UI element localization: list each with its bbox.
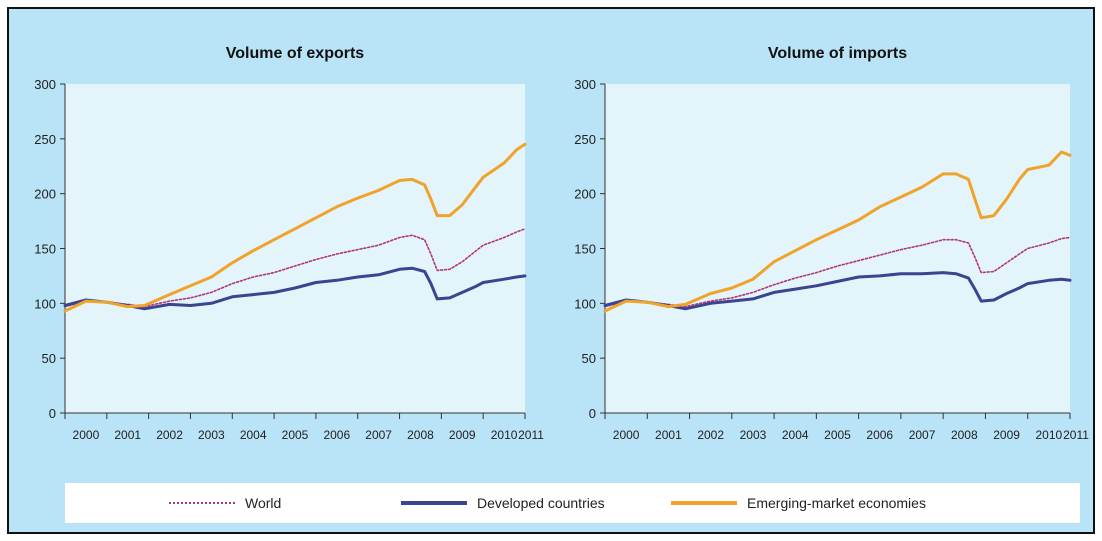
x-tick-label-imports-2003: 2003 [740,428,767,442]
x-tick-label-imports-2008: 2008 [951,428,978,442]
x-tick-label-exports-2008: 2008 [407,428,434,442]
x-tick-label-exports-2004: 2004 [240,428,267,442]
x-tick-label-imports-2006: 2006 [866,428,893,442]
legend-item-developed: Developed countries [401,495,605,511]
chart-title-exports: Volume of exports [226,45,364,62]
plot-area-imports [605,84,1070,413]
x-tick-label-imports-2007: 2007 [909,428,936,442]
x-tick-label-exports-2009: 2009 [449,428,476,442]
y-tick-label-exports-300: 300 [34,77,56,92]
x-tick-label-exports-2006: 2006 [323,428,350,442]
x-tick-label-imports-2009: 2009 [993,428,1020,442]
legend-item-world: World [169,495,281,511]
series-line-emerging-exports [63,142,527,313]
legend-label-emerging: Emerging-market economies [747,495,926,511]
series-line-world-imports [604,236,1071,308]
x-tick-label-exports-2010: 2010 [491,428,518,442]
y-tick-label-imports-0: 0 [589,406,596,421]
x-tick-label-exports-2011: 2011 [518,428,544,442]
legend-swatch-developed [401,501,467,505]
series-line-emerging-imports [603,150,1072,313]
legend-swatch-world [169,502,235,504]
x-tick-label-imports-2010: 2010 [1036,428,1063,442]
plot-area-exports [65,84,525,413]
x-tick-label-exports-2000: 2000 [73,428,100,442]
y-tick-label-imports-100: 100 [574,296,596,311]
y-tick-label-exports-0: 0 [49,406,56,421]
series-line-developed-exports [63,266,527,311]
y-tick-label-imports-200: 200 [574,187,596,202]
chart-legend: World Developed countries Emerging-marke… [65,483,1080,523]
x-tick-label-exports-2001: 2001 [114,428,141,442]
y-tick-label-imports-300: 300 [574,77,596,92]
y-tick-label-exports-100: 100 [34,296,56,311]
x-tick-label-imports-2001: 2001 [655,428,682,442]
chart-title-imports: Volume of imports [768,45,907,62]
legend-label-developed: Developed countries [477,495,605,511]
y-tick-label-imports-150: 150 [574,242,596,257]
x-tick-label-imports-2005: 2005 [824,428,851,442]
series-line-world-exports [64,228,526,308]
x-tick-label-imports-2011: 2011 [1063,428,1089,442]
legend-swatch-emerging [671,501,737,505]
y-tick-label-imports-250: 250 [574,132,596,147]
x-tick-label-imports-2004: 2004 [782,428,809,442]
series-line-developed-imports [603,271,1072,311]
chart-figure: Volume of exports 0 50 100 150 200 250 300 2000 2… [7,7,1095,534]
x-tick-label-exports-2007: 2007 [365,428,392,442]
y-tick-label-exports-50: 50 [42,351,56,366]
legend-label-world: World [245,495,282,511]
y-tick-label-exports-200: 200 [34,187,56,202]
x-tick-label-exports-2005: 2005 [282,428,309,442]
x-tick-label-imports-2002: 2002 [697,428,724,442]
legend-item-emerging: Emerging-market economies [671,495,926,511]
x-tick-label-imports-2000: 2000 [613,428,640,442]
y-tick-label-exports-150: 150 [34,242,56,257]
x-tick-label-exports-2002: 2002 [156,428,183,442]
y-tick-label-imports-50: 50 [582,351,596,366]
y-tick-label-exports-250: 250 [34,132,56,147]
x-tick-label-exports-2003: 2003 [198,428,225,442]
